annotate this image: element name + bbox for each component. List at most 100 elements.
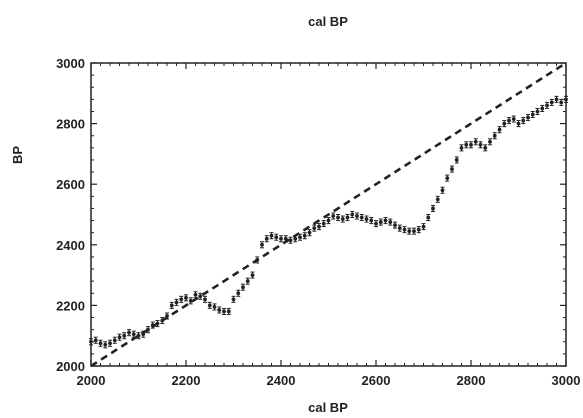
y-tick-label: 2000 (56, 359, 85, 374)
y-tick-label: 2200 (56, 298, 85, 313)
data-point (203, 295, 207, 303)
data-point (288, 236, 293, 244)
data-point (293, 235, 298, 243)
data-point (117, 333, 122, 341)
point-marker (445, 176, 450, 181)
data-point (127, 329, 131, 337)
point-marker (402, 227, 407, 232)
data-point (497, 126, 502, 134)
point-marker (127, 330, 131, 335)
point-marker (236, 291, 241, 296)
point-marker (331, 214, 336, 218)
data-point (559, 98, 564, 106)
data-point (298, 233, 302, 241)
data-point (507, 117, 511, 125)
point-marker (369, 218, 374, 223)
point-marker (554, 97, 559, 102)
data-point (545, 101, 549, 109)
point-marker (184, 295, 188, 300)
data-point (535, 107, 540, 116)
data-point (478, 141, 483, 149)
data-point (421, 223, 426, 231)
point-marker (89, 339, 93, 344)
data-point (502, 120, 507, 128)
data-point (136, 332, 141, 340)
point-marker (397, 226, 402, 231)
point-marker (535, 109, 540, 114)
data-point (564, 95, 568, 103)
data-point (554, 95, 559, 103)
point-marker (473, 139, 478, 144)
data-point (345, 214, 350, 222)
data-point (103, 341, 108, 349)
data-point (98, 339, 103, 347)
point-marker (203, 297, 207, 302)
data-point (307, 229, 312, 237)
point-marker (426, 215, 431, 220)
y-tick-label: 2800 (56, 117, 85, 132)
point-marker (150, 323, 155, 327)
point-marker (393, 223, 397, 228)
x-tick-label: 2600 (362, 373, 391, 388)
data-point (317, 223, 321, 231)
data-point (469, 141, 473, 149)
point-marker (260, 242, 264, 247)
data-point (378, 218, 383, 226)
point-marker (155, 321, 160, 326)
point-marker (245, 279, 250, 284)
data-point (193, 291, 198, 299)
point-marker (283, 236, 288, 241)
x-axis-label: cal BP (308, 400, 348, 415)
point-marker (359, 215, 364, 220)
point-marker (193, 292, 198, 297)
data-point (112, 336, 117, 344)
data-point (364, 215, 369, 223)
data-point (464, 141, 469, 149)
data-point (445, 174, 450, 182)
point-marker (521, 118, 526, 123)
point-marker (207, 303, 212, 308)
point-marker (198, 294, 203, 299)
point-marker (226, 309, 231, 314)
point-marker (326, 218, 331, 223)
point-marker (345, 215, 350, 220)
data-point (274, 233, 279, 241)
data-point (450, 165, 454, 173)
data-point (198, 292, 203, 300)
y-tick-label: 3000 (56, 56, 85, 71)
point-marker (146, 327, 150, 332)
point-marker (421, 224, 426, 229)
data-point (155, 320, 160, 328)
data-points (89, 95, 568, 349)
data-point (393, 221, 397, 229)
point-marker (103, 342, 108, 347)
data-point (321, 220, 326, 228)
data-point (402, 226, 407, 234)
point-marker (435, 197, 440, 202)
data-point (179, 295, 184, 303)
point-marker (383, 218, 388, 223)
x-tick-label: 2000 (77, 373, 106, 388)
data-point (207, 301, 212, 309)
point-marker (416, 227, 421, 232)
chart-title: cal BP (308, 14, 348, 29)
point-marker (340, 217, 345, 221)
y-tick-label: 2400 (56, 238, 85, 253)
data-point (416, 226, 421, 234)
data-point (473, 138, 478, 146)
point-marker (98, 341, 103, 346)
point-marker (488, 139, 492, 144)
data-point (374, 220, 378, 228)
data-point (431, 204, 435, 212)
point-marker (231, 297, 236, 302)
data-point (540, 104, 545, 112)
data-point (369, 217, 374, 225)
data-point (459, 144, 464, 152)
point-marker (217, 308, 222, 312)
reference-diagonal-line (90, 61, 567, 368)
point-marker (559, 100, 564, 105)
point-marker (298, 235, 302, 240)
data-point (521, 117, 526, 125)
point-marker (364, 217, 369, 221)
